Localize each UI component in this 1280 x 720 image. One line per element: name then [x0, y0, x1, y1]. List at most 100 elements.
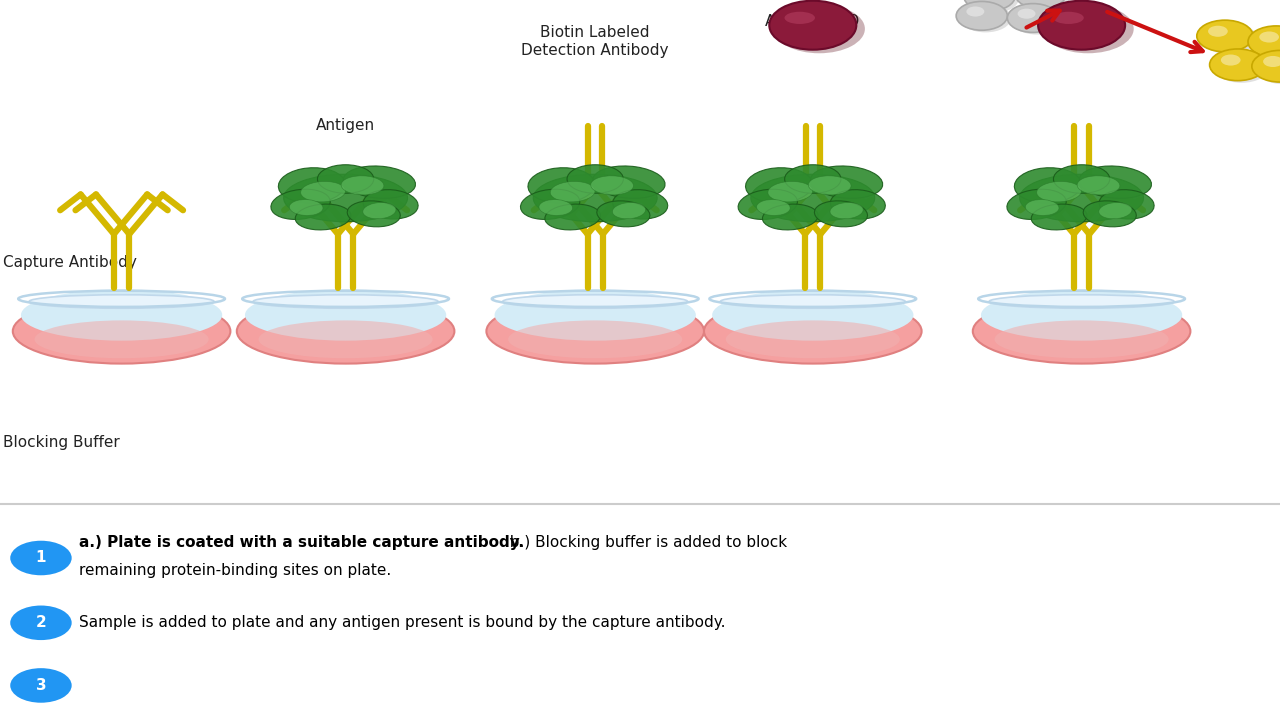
- Ellipse shape: [1083, 201, 1137, 227]
- Ellipse shape: [768, 181, 813, 202]
- Circle shape: [1011, 6, 1062, 35]
- Ellipse shape: [278, 168, 346, 203]
- Ellipse shape: [1078, 176, 1120, 195]
- Ellipse shape: [29, 294, 214, 308]
- Text: a.) Plate is coated with a suitable capture antibody.: a.) Plate is coated with a suitable capt…: [79, 535, 525, 549]
- Ellipse shape: [296, 204, 351, 230]
- Ellipse shape: [534, 174, 657, 222]
- Ellipse shape: [1079, 166, 1152, 199]
- Ellipse shape: [550, 181, 595, 202]
- Text: 1: 1: [36, 551, 46, 565]
- Ellipse shape: [1020, 174, 1143, 222]
- Ellipse shape: [289, 199, 323, 215]
- Text: Blocking Buffer: Blocking Buffer: [3, 436, 119, 450]
- Ellipse shape: [1025, 199, 1059, 215]
- Text: 3: 3: [36, 678, 46, 693]
- Circle shape: [1221, 55, 1240, 66]
- Ellipse shape: [810, 166, 883, 199]
- Ellipse shape: [343, 166, 416, 199]
- Ellipse shape: [769, 1, 856, 50]
- Circle shape: [1208, 26, 1228, 37]
- Ellipse shape: [704, 299, 922, 364]
- Ellipse shape: [364, 189, 419, 219]
- Ellipse shape: [995, 320, 1169, 358]
- Ellipse shape: [973, 299, 1190, 364]
- Text: remaining protein-binding sites on plate.: remaining protein-binding sites on plate…: [79, 564, 392, 578]
- Ellipse shape: [494, 289, 696, 341]
- Ellipse shape: [284, 174, 407, 222]
- Circle shape: [1015, 0, 1066, 9]
- Ellipse shape: [613, 189, 668, 219]
- Ellipse shape: [980, 289, 1183, 341]
- Ellipse shape: [814, 201, 868, 227]
- Ellipse shape: [763, 204, 818, 230]
- Ellipse shape: [1053, 165, 1110, 193]
- Circle shape: [1256, 53, 1280, 84]
- Ellipse shape: [785, 165, 841, 193]
- Ellipse shape: [1007, 189, 1066, 220]
- Circle shape: [1263, 56, 1280, 67]
- Ellipse shape: [503, 294, 687, 308]
- Text: Avidin-HRPO: Avidin-HRPO: [765, 14, 860, 29]
- Circle shape: [1019, 0, 1070, 11]
- Ellipse shape: [612, 202, 645, 219]
- Ellipse shape: [527, 168, 595, 203]
- Text: Capture Antibody: Capture Antibody: [3, 256, 137, 270]
- Ellipse shape: [1098, 202, 1132, 219]
- Ellipse shape: [1014, 168, 1082, 203]
- Circle shape: [1210, 49, 1266, 81]
- Circle shape: [956, 1, 1007, 30]
- Ellipse shape: [1042, 4, 1134, 53]
- Ellipse shape: [773, 4, 865, 53]
- Circle shape: [968, 0, 1019, 13]
- Ellipse shape: [809, 176, 851, 195]
- Circle shape: [1252, 50, 1280, 82]
- Text: 2: 2: [36, 616, 46, 630]
- Ellipse shape: [521, 189, 580, 220]
- Ellipse shape: [1100, 189, 1155, 219]
- Ellipse shape: [253, 294, 438, 308]
- Ellipse shape: [271, 189, 330, 220]
- Circle shape: [1252, 28, 1280, 60]
- Ellipse shape: [785, 12, 815, 24]
- Ellipse shape: [745, 168, 813, 203]
- Ellipse shape: [539, 199, 572, 215]
- Ellipse shape: [593, 166, 666, 199]
- Ellipse shape: [347, 201, 401, 227]
- Ellipse shape: [20, 289, 223, 341]
- Ellipse shape: [317, 165, 374, 193]
- Circle shape: [10, 668, 72, 703]
- Ellipse shape: [1037, 181, 1082, 202]
- Circle shape: [1213, 51, 1270, 83]
- Ellipse shape: [1032, 204, 1087, 230]
- Circle shape: [10, 541, 72, 575]
- Circle shape: [1007, 4, 1059, 32]
- Ellipse shape: [751, 174, 874, 222]
- Ellipse shape: [13, 299, 230, 364]
- Ellipse shape: [596, 201, 650, 227]
- Ellipse shape: [237, 299, 454, 364]
- Ellipse shape: [989, 294, 1174, 308]
- Ellipse shape: [712, 289, 914, 341]
- Ellipse shape: [1053, 12, 1084, 24]
- Text: Antigen: Antigen: [316, 118, 375, 133]
- Circle shape: [10, 606, 72, 640]
- Circle shape: [1197, 20, 1253, 52]
- Text: b.) Blocking buffer is added to block: b.) Blocking buffer is added to block: [500, 535, 787, 549]
- Ellipse shape: [591, 176, 634, 195]
- Ellipse shape: [756, 199, 790, 215]
- Ellipse shape: [362, 202, 396, 219]
- Ellipse shape: [545, 204, 600, 230]
- Ellipse shape: [567, 165, 623, 193]
- Ellipse shape: [721, 294, 905, 308]
- Ellipse shape: [508, 320, 682, 358]
- Circle shape: [964, 0, 1015, 11]
- Circle shape: [1260, 32, 1279, 42]
- Ellipse shape: [35, 320, 209, 358]
- Ellipse shape: [301, 181, 346, 202]
- Ellipse shape: [244, 289, 447, 341]
- Circle shape: [1248, 26, 1280, 58]
- Circle shape: [1201, 22, 1257, 54]
- Circle shape: [966, 6, 984, 17]
- Ellipse shape: [831, 189, 886, 219]
